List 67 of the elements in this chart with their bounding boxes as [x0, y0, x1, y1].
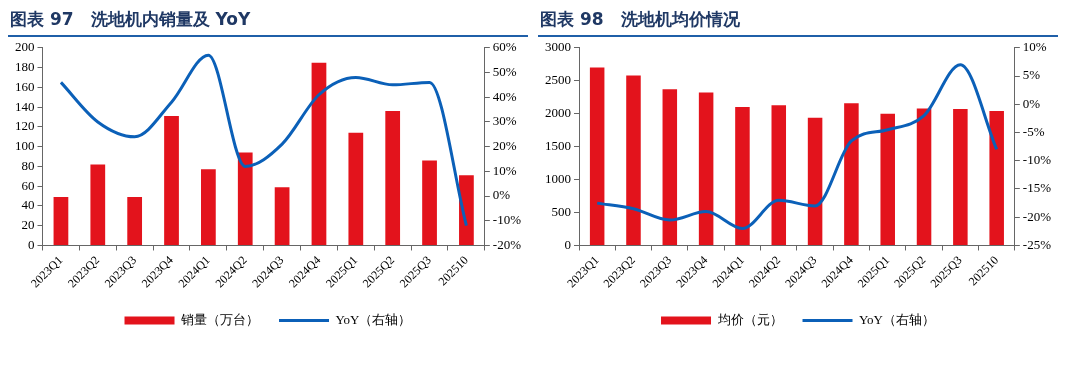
y-tick-label: 160 — [15, 78, 35, 94]
y2-tick-label: -25% — [1022, 236, 1052, 252]
y-tick-label: 3000 — [545, 39, 571, 55]
bar — [90, 164, 106, 245]
bar — [880, 113, 895, 245]
legend-label: YoY（右轴） — [859, 311, 935, 327]
y2-tick-label: 30% — [492, 113, 517, 129]
y2-tick-label: -15% — [1022, 180, 1052, 196]
y2-tick-label: 5% — [1022, 67, 1041, 83]
bar — [348, 132, 364, 245]
bar — [844, 103, 859, 245]
bar — [953, 109, 968, 245]
y-tick-label: 100 — [15, 138, 35, 154]
y2-tick-label: -20% — [492, 236, 522, 252]
legend-label: 均价（元） — [716, 311, 783, 327]
bar — [916, 108, 932, 245]
y2-tick-label: -10% — [1022, 152, 1052, 168]
bar — [237, 152, 253, 245]
y2-tick-label: 10% — [1022, 39, 1047, 55]
y-tick-label: 20 — [21, 217, 35, 233]
y2-tick-label: 0% — [1022, 95, 1041, 111]
y-tick-label: 120 — [15, 118, 35, 134]
y-tick-label: 140 — [15, 98, 35, 114]
bar — [662, 89, 678, 245]
legend-label: YoY（右轴） — [335, 311, 412, 327]
y2-tick-label: 50% — [492, 63, 517, 79]
bar — [164, 116, 179, 245]
bar — [385, 111, 401, 245]
y-tick-label: 500 — [551, 203, 571, 219]
y2-tick-label: -5% — [1022, 123, 1045, 139]
y-tick-label: 0 — [564, 236, 571, 252]
y-tick-label: 2000 — [545, 105, 571, 121]
y2-tick-label: 10% — [492, 162, 517, 178]
y-tick-label: 1000 — [545, 171, 571, 187]
y2-tick-label: 60% — [492, 39, 517, 55]
y-tick-label: 0 — [28, 236, 35, 252]
line-series — [595, 63, 999, 231]
y-tick-label: 180 — [15, 58, 35, 74]
bar — [422, 160, 437, 245]
line-series — [59, 53, 468, 228]
y2-tick-label: 40% — [492, 88, 517, 104]
y-tick-label: 60 — [21, 177, 35, 193]
bar — [589, 67, 605, 245]
y-tick-label: 40 — [21, 197, 35, 213]
bar — [735, 107, 750, 245]
y-tick-label: 80 — [21, 157, 35, 173]
chart-title: 图表 97 洗地机内销量及 YoY — [8, 8, 528, 37]
legend-label: 销量（万台） — [180, 311, 260, 327]
bar — [771, 105, 787, 245]
y2-tick-label: -10% — [492, 212, 522, 228]
bar — [459, 175, 474, 245]
y-tick-label: 200 — [15, 39, 35, 55]
y-tick-label: 1500 — [545, 138, 571, 154]
bar — [201, 169, 216, 245]
y2-tick-label: 0% — [492, 187, 511, 203]
bar — [53, 197, 69, 245]
bar — [698, 92, 714, 245]
y-tick-label: 2500 — [545, 72, 571, 88]
bar — [626, 75, 641, 245]
bar — [274, 187, 290, 245]
bar — [127, 197, 143, 245]
y2-tick-label: -20% — [1022, 208, 1052, 224]
chart-title: 图表 98 洗地机均价情况 — [538, 8, 1058, 37]
bar — [807, 117, 823, 245]
bar — [311, 62, 327, 245]
y2-tick-label: 20% — [492, 138, 517, 154]
bar — [989, 111, 1004, 245]
